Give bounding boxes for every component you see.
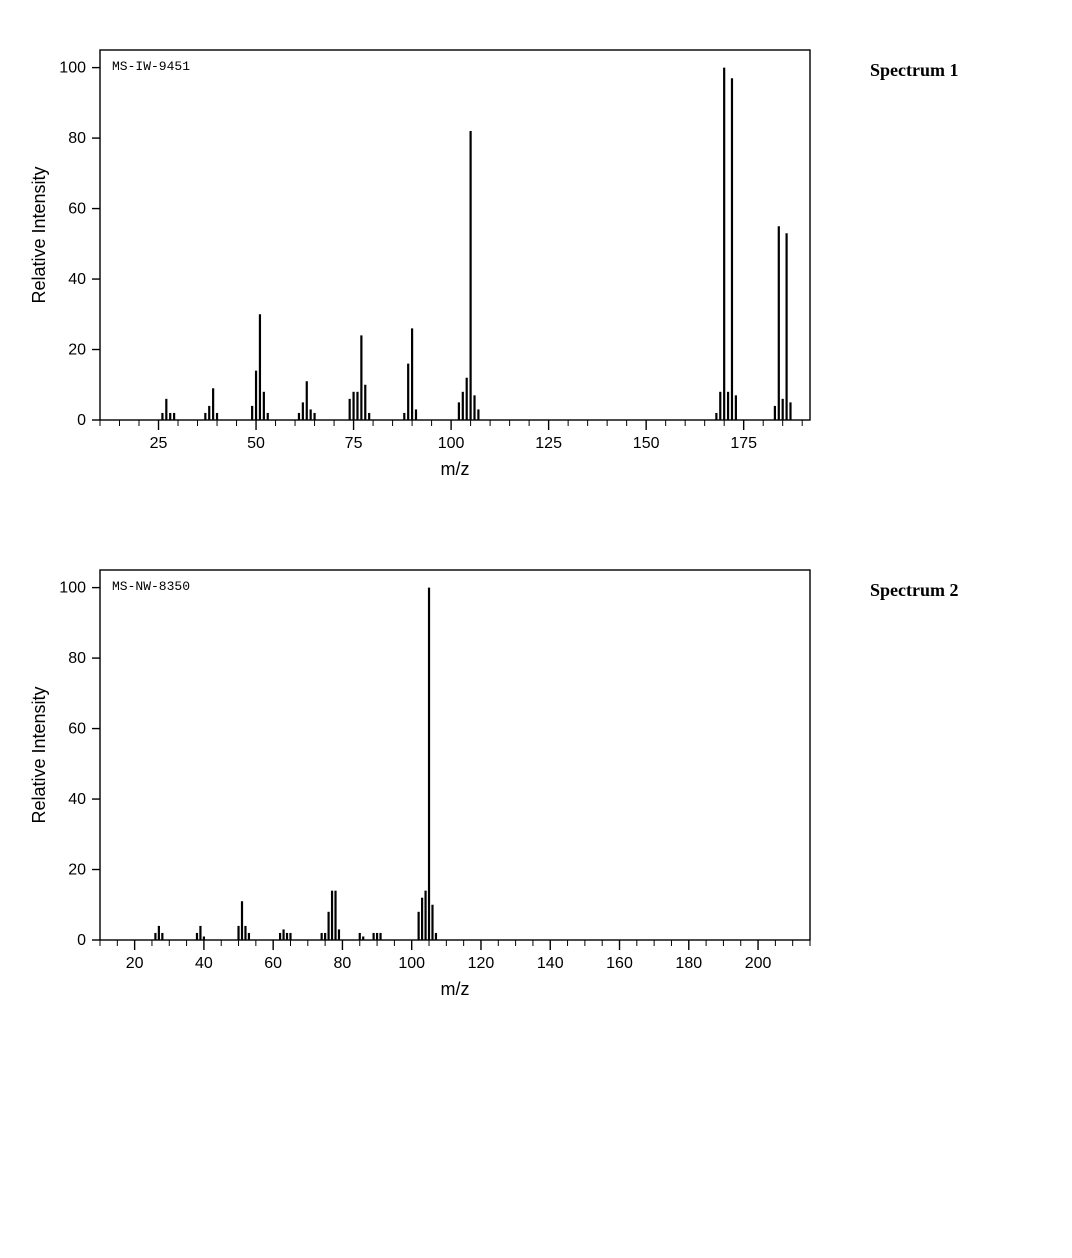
svg-text:40: 40 (195, 955, 213, 972)
svg-text:125: 125 (535, 435, 562, 452)
svg-text:100: 100 (438, 435, 465, 452)
svg-text:20: 20 (68, 862, 86, 879)
svg-text:60: 60 (68, 721, 86, 738)
svg-text:Relative Intensity: Relative Intensity (29, 686, 49, 823)
svg-text:MS-IW-9451: MS-IW-9451 (112, 59, 190, 74)
svg-text:25: 25 (150, 435, 168, 452)
svg-text:m/z: m/z (441, 459, 470, 479)
svg-text:175: 175 (730, 435, 757, 452)
svg-text:80: 80 (334, 955, 352, 972)
spectrum-2-row: 0 20 40 60 80 100 20 40 60 80 100 120 140 160 180 200 Re… (20, 540, 1052, 1020)
spectrum-1-chart: 0 20 40 60 80 100 25 50 75 100 125 150 175 Relative I… (20, 20, 840, 500)
svg-text:150: 150 (633, 435, 660, 452)
svg-text:75: 75 (345, 435, 363, 452)
svg-text:20: 20 (68, 342, 86, 359)
svg-text:0: 0 (77, 932, 86, 949)
svg-text:m/z: m/z (441, 979, 470, 999)
svg-text:180: 180 (675, 955, 702, 972)
svg-text:50: 50 (247, 435, 265, 452)
svg-text:100: 100 (398, 955, 425, 972)
spectrum-2-side-label: Spectrum 2 (870, 580, 959, 601)
svg-text:Relative Intensity: Relative Intensity (29, 166, 49, 303)
svg-text:60: 60 (68, 201, 86, 218)
svg-text:0: 0 (77, 412, 86, 429)
svg-text:40: 40 (68, 271, 86, 288)
svg-text:MS-NW-8350: MS-NW-8350 (112, 579, 190, 594)
svg-text:160: 160 (606, 955, 633, 972)
svg-text:100: 100 (59, 580, 86, 597)
svg-text:140: 140 (537, 955, 564, 972)
svg-text:40: 40 (68, 791, 86, 808)
spectrum-1-side-label: Spectrum 1 (870, 60, 959, 81)
spectrum-1-row: 0 20 40 60 80 100 25 50 75 100 125 150 175 Relative I… (20, 20, 1052, 500)
spectrum-2-chart: 0 20 40 60 80 100 20 40 60 80 100 120 140 160 180 200 Re… (20, 540, 840, 1020)
svg-text:80: 80 (68, 130, 86, 147)
svg-text:20: 20 (126, 955, 144, 972)
svg-text:80: 80 (68, 650, 86, 667)
svg-text:120: 120 (468, 955, 495, 972)
svg-text:100: 100 (59, 60, 86, 77)
svg-text:200: 200 (745, 955, 772, 972)
svg-text:60: 60 (264, 955, 282, 972)
